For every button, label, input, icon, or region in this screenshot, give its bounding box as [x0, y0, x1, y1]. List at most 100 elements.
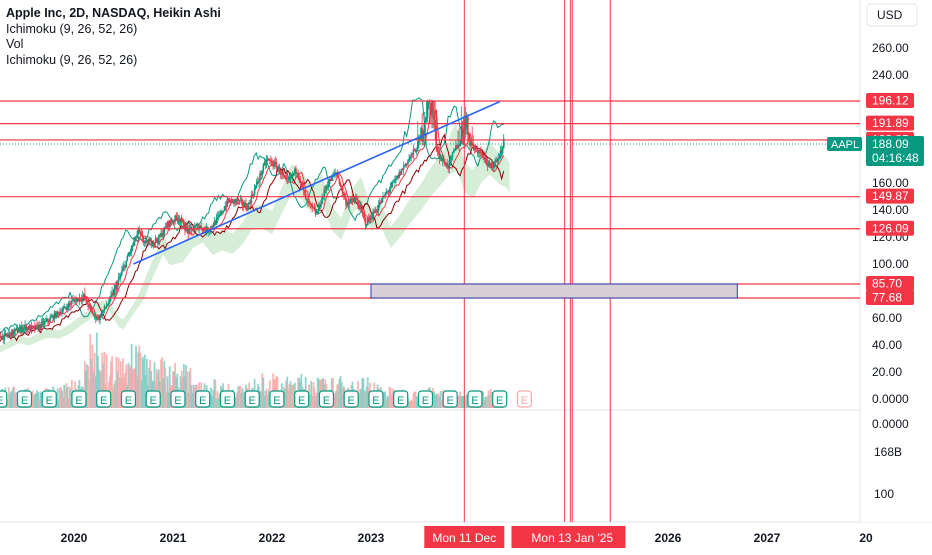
- volume-bar: [241, 388, 244, 408]
- legend-indicator-vol[interactable]: Vol: [6, 37, 24, 51]
- candle-body: [473, 145, 476, 150]
- earnings-marker[interactable]: [120, 390, 137, 408]
- volume-bar: [315, 393, 318, 408]
- volume-bar: [94, 376, 97, 408]
- candle-body: [4, 333, 7, 335]
- earnings-marker[interactable]: [417, 390, 434, 408]
- legend-indicator-ichimoku[interactable]: Ichimoku (9, 26, 52, 26): [6, 21, 138, 36]
- candle-body: [258, 180, 260, 183]
- candle-body: [91, 310, 94, 315]
- candle-body: [43, 321, 46, 325]
- earnings-marker[interactable]: [269, 390, 285, 408]
- candle-body: [501, 148, 504, 154]
- volume-bar: [138, 345, 141, 408]
- candle-body: [81, 297, 84, 301]
- volume-bar: [409, 401, 412, 408]
- earnings-marker[interactable]: [219, 390, 236, 408]
- volume-bar: [150, 370, 153, 408]
- earnings-marker[interactable]: [442, 390, 458, 408]
- volume-bar: [391, 388, 394, 408]
- volume-bar: [129, 367, 132, 408]
- currency-button[interactable]: [866, 3, 918, 27]
- earnings-marker-label: E: [75, 395, 82, 407]
- legend-title[interactable]: Apple Inc, 2D, NASDAQ, Heikin Ashi: [6, 6, 221, 20]
- volume-bar: [488, 394, 491, 408]
- candle-body: [285, 177, 287, 179]
- current-price-countdown: 04:16:48: [872, 151, 919, 165]
- volume-bar: [163, 360, 166, 408]
- candle-body: [313, 207, 316, 210]
- highlight-box[interactable]: [370, 283, 738, 299]
- earnings-marker[interactable]: [492, 390, 508, 408]
- price-axis-tick: 20.00: [872, 365, 902, 379]
- volume-bar: [83, 361, 86, 408]
- volume-bar: [486, 396, 489, 408]
- candle-body: [391, 181, 394, 184]
- earnings-marker[interactable]: [41, 390, 57, 408]
- trend-line[interactable]: [133, 100, 501, 265]
- earnings-marker[interactable]: [0, 390, 8, 408]
- volume-bar: [287, 389, 290, 408]
- volume-bar: [62, 397, 65, 408]
- price-axis[interactable]: 260.00240.00160.00140.00120.00100.0060.0…: [861, 0, 932, 522]
- candle-body: [314, 209, 317, 214]
- earnings-marker[interactable]: [467, 390, 483, 408]
- candle-body: [303, 190, 306, 193]
- earnings-marker-label: E: [150, 395, 157, 407]
- volume-bar: [438, 397, 441, 408]
- candle-body: [164, 226, 167, 228]
- earnings-marker[interactable]: [170, 390, 186, 408]
- candle-body: [437, 151, 440, 153]
- candle-body: [167, 221, 170, 227]
- volume-bar: [263, 395, 266, 408]
- earnings-marker[interactable]: [244, 390, 260, 408]
- candle-body: [13, 330, 15, 335]
- earnings-marker[interactable]: [294, 390, 310, 408]
- earnings-marker[interactable]: [96, 390, 112, 408]
- earnings-marker[interactable]: [368, 390, 384, 408]
- earnings-marker[interactable]: [318, 390, 335, 408]
- earnings-marker[interactable]: [343, 390, 359, 408]
- candle-body: [126, 256, 129, 261]
- earnings-marker[interactable]: [393, 390, 409, 408]
- earnings-marker[interactable]: [71, 390, 87, 408]
- volume-bar: [358, 393, 360, 408]
- volume-bar: [137, 352, 140, 408]
- volume-bar: [172, 371, 174, 408]
- earnings-marker[interactable]: [145, 390, 161, 408]
- volume-bar: [412, 393, 415, 408]
- candle-body: [296, 172, 298, 174]
- candle-body: [171, 221, 173, 223]
- volume-bar: [292, 384, 295, 408]
- volume-bar: [459, 391, 462, 408]
- candle-body: [403, 165, 406, 167]
- earnings-marker-label: E: [521, 395, 528, 407]
- candle-body: [442, 158, 444, 161]
- level-price-label: 196.12: [872, 94, 909, 108]
- earnings-marker-label: E: [100, 395, 107, 407]
- volume-bar: [362, 378, 365, 408]
- candle-body: [254, 185, 257, 189]
- volume-bar: [490, 391, 493, 408]
- volume-bar: [192, 384, 195, 408]
- volume-bar: [211, 395, 214, 408]
- time-axis[interactable]: 2020 2021 2022 2023 2026 2027 20 Mon 11 Dec Mon …: [0, 523, 932, 550]
- candle-body: [62, 308, 64, 312]
- candle-body: [55, 311, 58, 318]
- candle-body: [90, 307, 93, 311]
- volume-bar: [364, 391, 367, 408]
- volume-bar: [14, 393, 17, 408]
- legend-indicator-ichimoku-2[interactable]: Ichimoku (9, 26, 52, 26): [6, 52, 138, 67]
- vertical-marker-label-bg: [424, 526, 505, 548]
- candle-body: [102, 310, 105, 312]
- earnings-marker[interactable]: [16, 390, 33, 408]
- earnings-marker[interactable]: [195, 390, 211, 408]
- candle-body: [465, 115, 468, 120]
- candle-body: [192, 229, 195, 231]
- volume-axis[interactable]: 0.0000 168B 100: [872, 417, 909, 501]
- earnings-marker[interactable]: [516, 390, 533, 408]
- symbol-badge: [827, 137, 862, 151]
- candle-body: [234, 199, 236, 203]
